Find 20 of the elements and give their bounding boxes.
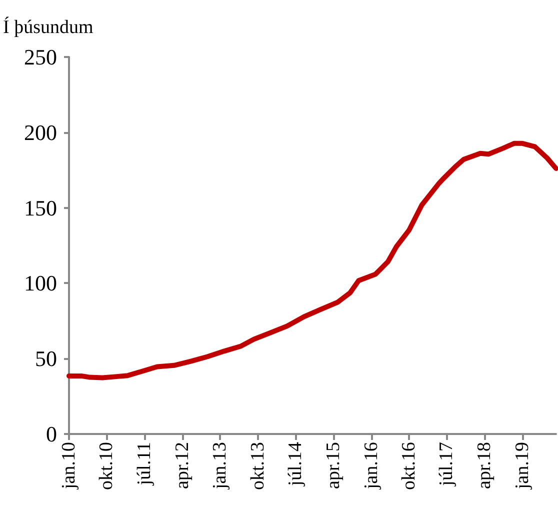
x-tick-label: apr.18 — [474, 442, 496, 489]
y-tick-label: 50 — [35, 346, 57, 372]
x-tick-label: júl.14 — [285, 442, 306, 487]
y-tick-label: 250 — [24, 44, 57, 70]
y-tick-label: 200 — [24, 120, 57, 145]
x-tick-label: júl.11 — [134, 442, 155, 486]
y-tick-label: 0 — [46, 422, 57, 446]
x-tick-label: okt.10 — [96, 442, 118, 490]
y-tick-label: 100 — [24, 270, 57, 296]
y-tick-label: 150 — [24, 195, 57, 220]
x-tick-label: okt.13 — [247, 442, 268, 490]
x-tick-label: jan.10 — [58, 442, 80, 490]
x-tick-label: apr.12 — [172, 442, 193, 489]
x-tick-label: jan.19 — [512, 442, 533, 490]
x-tick-label: jan.16 — [360, 442, 382, 490]
x-tick-label: júl.17 — [436, 442, 458, 487]
x-tick-label: jan.13 — [210, 442, 231, 490]
x-tick-label: okt.16 — [398, 442, 420, 490]
y-axis-title: Í þúsundum — [3, 16, 94, 38]
x-tick-label: apr.15 — [322, 442, 344, 489]
